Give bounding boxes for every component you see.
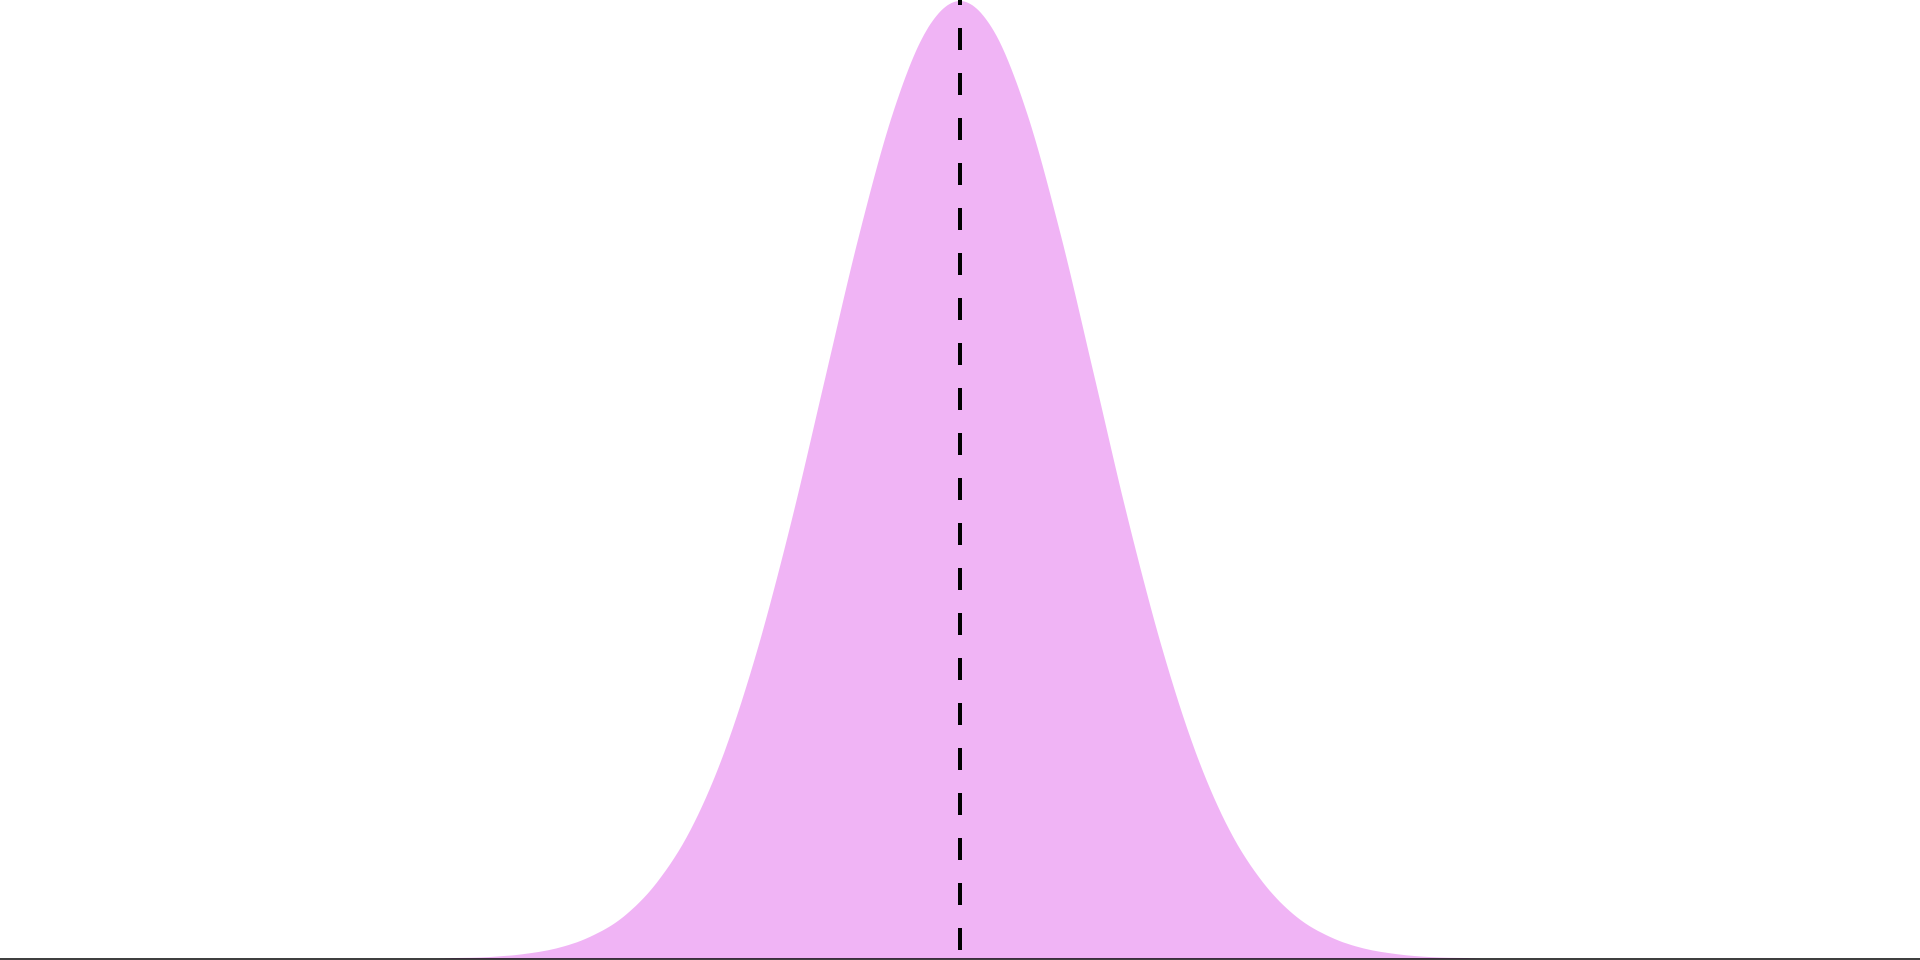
page-body: (() => { const data = JSON.parse(documen… [0,0,1920,960]
page: Distribution {"chart_data": {"type": "ar… [0,0,1920,960]
chart [0,0,1920,960]
